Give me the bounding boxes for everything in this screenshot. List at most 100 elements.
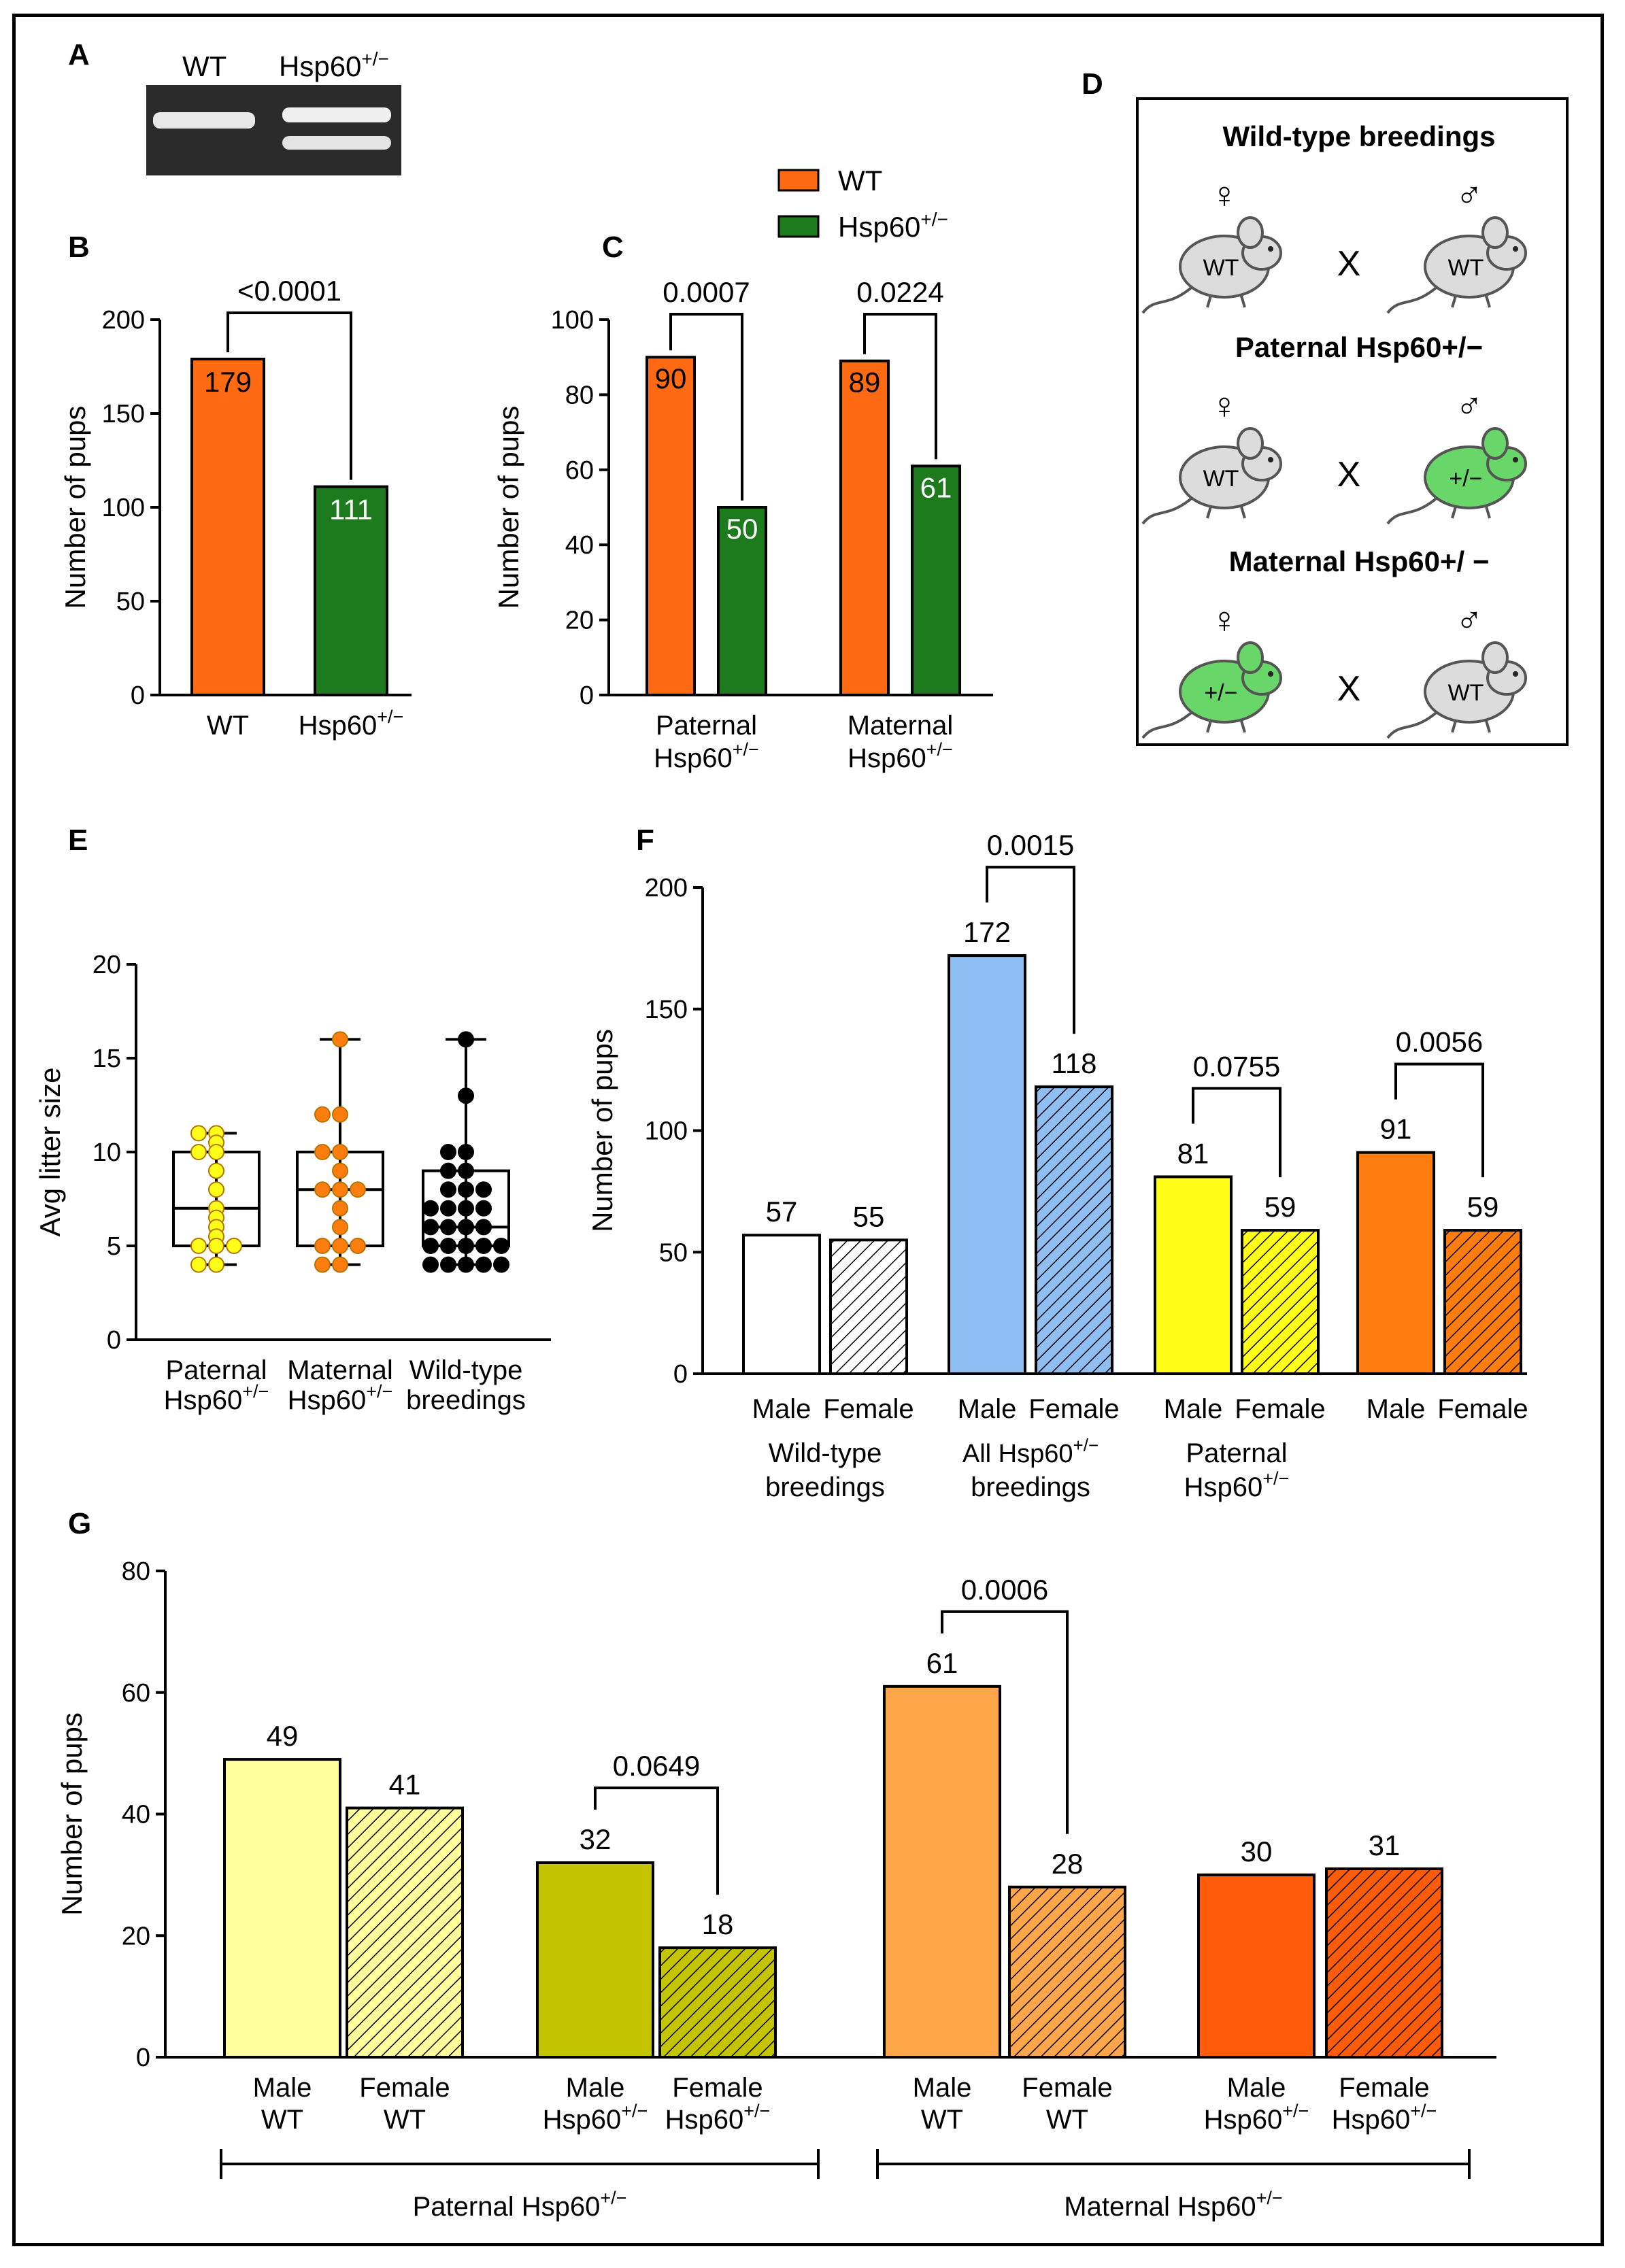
chart-e-point — [422, 1219, 439, 1236]
female-symbol: ♀ — [1211, 175, 1239, 216]
chart-g-p-value: 0.0006 — [961, 1574, 1048, 1606]
chart-f-sex-label: Male — [958, 1394, 1017, 1424]
mouse-genotype-label: WT — [1203, 466, 1239, 492]
cross-symbol: X — [1337, 244, 1361, 284]
mouse-female: WT — [1141, 427, 1282, 525]
chart-f-y-axis-title: Number of pups — [586, 1029, 618, 1232]
gel-image — [146, 85, 401, 175]
chart-g-category-label: WT — [921, 2105, 963, 2135]
chart-c: 0 20 40 60 80 100 Number of pups 90 50 0.0007 Pate… — [492, 276, 993, 773]
chart-e-y-tick-label: 15 — [93, 1045, 121, 1073]
panel-letter-f: F — [636, 824, 654, 857]
chart-c-bar-value: 90 — [655, 362, 687, 394]
mouse-leg — [1240, 720, 1246, 733]
mouse-eye — [1268, 671, 1273, 677]
cross-symbol: X — [1337, 669, 1361, 709]
panel-letter-c: C — [602, 231, 624, 264]
chart-g-y-tick-label: 40 — [122, 1801, 150, 1829]
chart-e-y-tick-label: 5 — [107, 1232, 121, 1261]
chart-g-bar-hatch — [658, 1946, 777, 2059]
chart-g-bar-value: 49 — [267, 1720, 299, 1752]
chart-g-bar-hatch — [1008, 1885, 1126, 2059]
chart-e-point — [458, 1219, 474, 1236]
chart-g-category-label: Hsp60+/− — [1332, 2101, 1437, 2135]
chart-c-y-tick-label: 100 — [551, 306, 594, 335]
chart-e-point — [440, 1219, 456, 1236]
mouse-eye — [1268, 457, 1273, 462]
chart-f-bar-female — [1241, 1229, 1320, 1375]
chart-g-bar-value: 30 — [1241, 1835, 1273, 1867]
diagram-row-title: Wild-type breedings — [1223, 120, 1496, 152]
mouse-female: +/− — [1141, 641, 1282, 739]
chart-g-bar-value: 18 — [702, 1908, 734, 1940]
chart-f-group-label: All Hsp60+/− — [962, 1435, 1099, 1468]
gel-lane-het: Hsp60+/− — [279, 48, 389, 82]
chart-c-category-label: Hsp60+/− — [654, 739, 759, 773]
chart-e-point — [458, 1238, 474, 1254]
mouse-ear — [1237, 216, 1264, 249]
chart-e-point — [493, 1238, 509, 1254]
mouse-eye — [1513, 246, 1518, 252]
chart-e-point — [475, 1219, 492, 1236]
mouse-male: +/− — [1386, 427, 1527, 525]
gel-lane-wt: WT — [182, 50, 227, 82]
legend-label-het: Hsp60+/− — [838, 209, 948, 243]
chart-e-point — [332, 1181, 348, 1198]
mouse-ear — [1237, 641, 1264, 674]
panel-letter-d: D — [1082, 67, 1103, 101]
chart-f-y-tick-label: 200 — [645, 874, 688, 902]
chart-g-category-label: WT — [261, 2105, 303, 2135]
chart-f-group-label: Hsp60+/− — [1184, 1468, 1290, 1502]
mouse-tail — [1386, 709, 1440, 739]
chart-c-bar-value: 61 — [920, 471, 952, 503]
chart-f: 0 50 100 150 200 Number of pups 57 55 Male Female… — [586, 829, 1528, 1502]
legend-label-wt: WT — [838, 165, 882, 197]
chart-g-category-label: Female — [672, 2073, 763, 2103]
chart-e-point — [475, 1200, 492, 1217]
figure-frame — [12, 14, 1604, 2246]
chart-c-bar-value: 50 — [726, 513, 758, 545]
chart-g-p-value: 0.0649 — [613, 1750, 700, 1782]
chart-f-sex-label: Male — [1164, 1394, 1223, 1424]
chart-e-point — [458, 1031, 474, 1048]
chart-e-category-label: Wild-type — [409, 1355, 523, 1385]
chart-e-point — [475, 1238, 492, 1254]
chart-e-point — [440, 1162, 456, 1179]
chart-f-bar-value: 59 — [1467, 1191, 1499, 1223]
chart-b-p-bracket — [227, 311, 352, 480]
chart-b-y-axis-title: Number of pups — [59, 406, 91, 609]
chart-g-p-bracket — [594, 1787, 719, 1895]
chart-f-sex-label: Female — [1235, 1394, 1325, 1424]
chart-e-y-tick-label: 10 — [93, 1138, 121, 1167]
chart-f-p-value: 0.0015 — [987, 829, 1074, 861]
chart-e-category-label: Hsp60+/− — [288, 1381, 393, 1415]
diagram-row-title: Maternal Hsp60+/ − — [1229, 545, 1490, 577]
chart-e-point — [208, 1238, 224, 1254]
chart-g-group-label: Paternal Hsp60+/− — [413, 2188, 627, 2222]
chart-f-bar-male — [948, 954, 1026, 1375]
chart-f-bar-male — [1154, 1175, 1233, 1376]
chart-g-category-label: WT — [1046, 2105, 1088, 2135]
chart-e-point — [475, 1256, 492, 1273]
chart-c-p-value: 0.0007 — [663, 276, 750, 308]
chart-f-bar-value: 118 — [1052, 1047, 1097, 1079]
mouse-eye — [1513, 457, 1518, 462]
chart-c-y-axis-title: Number of pups — [492, 406, 524, 609]
mouse-genotype-label: +/− — [1449, 466, 1482, 492]
mouse-male: WT — [1386, 641, 1527, 739]
mouse-ear — [1481, 427, 1509, 460]
chart-c-category-label: Maternal — [848, 711, 954, 741]
mouse-male: WT — [1386, 216, 1527, 314]
chart-g-category-label: Hsp60+/− — [1204, 2101, 1309, 2135]
chart-g-y-tick-label: 80 — [122, 1557, 150, 1586]
chart-e-point — [458, 1256, 474, 1273]
chart-g-bar — [223, 1758, 341, 2059]
chart-f-p-value: 0.0755 — [1193, 1050, 1280, 1082]
chart-e-point — [332, 1144, 348, 1160]
chart-f-bar-male — [1356, 1151, 1435, 1376]
mouse-eye — [1513, 671, 1518, 677]
mouse-tail — [1141, 709, 1195, 739]
mouse-leg — [1206, 506, 1212, 519]
chart-b-bar-value: 179 — [204, 366, 252, 398]
chart-f-bar-female — [1443, 1229, 1522, 1375]
